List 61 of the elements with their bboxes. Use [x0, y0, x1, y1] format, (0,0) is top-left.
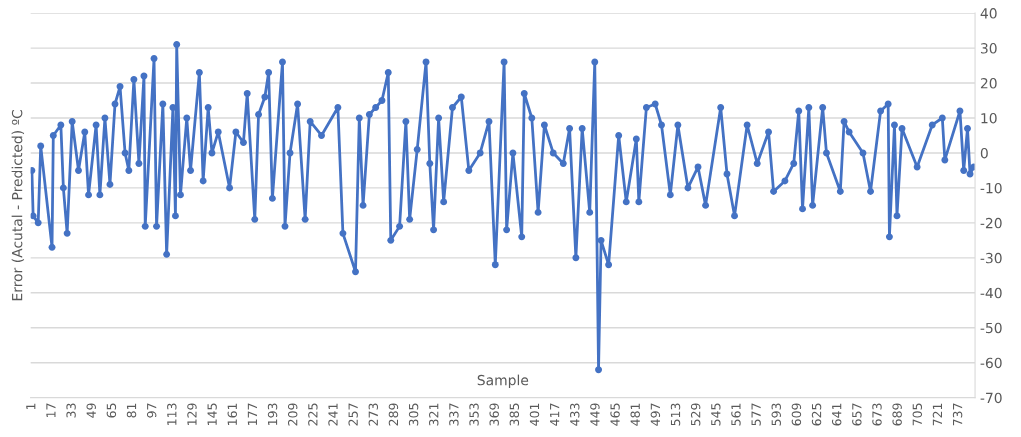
y-tick-label: -10 [980, 182, 1002, 194]
y-tick-label: -30 [980, 252, 1002, 264]
x-tick-label: 193 [267, 403, 278, 426]
x-tick-label: 721 [932, 403, 942, 426]
x-tick-label: 449 [590, 403, 600, 426]
x-tick-label: 97 [146, 403, 157, 418]
x-tick-label: 401 [529, 403, 540, 426]
x-tick-label: 161 [227, 403, 237, 426]
x-tick-label: 705 [912, 403, 923, 426]
x-tick-label: 209 [287, 403, 298, 426]
x-tick-label: 1 [26, 403, 36, 410]
x-tick-label: 545 [711, 403, 721, 426]
y-tick-label: -20 [980, 217, 1002, 229]
y-tick-label: 30 [980, 43, 997, 54]
y-tick-label: 20 [980, 78, 997, 89]
y-tick-label: 0 [980, 147, 988, 159]
x-tick-label: 657 [852, 403, 862, 426]
x-tick-label: 257 [348, 403, 358, 426]
y-axis-title: Error (Acutal - Predicted) ºC [11, 109, 25, 301]
x-tick-label: 481 [630, 403, 640, 426]
x-tick-label: 177 [247, 403, 257, 426]
x-tick-label: 529 [690, 403, 701, 426]
x-tick-label: 385 [509, 403, 520, 426]
x-tick-label: 65 [106, 403, 117, 418]
x-tick-label: 321 [429, 403, 439, 426]
x-tick-label: 689 [892, 403, 902, 426]
x-tick-label: 241 [328, 403, 338, 426]
y-tick-label: -70 [980, 392, 1002, 404]
x-tick-label: 577 [751, 403, 761, 426]
y-tick-label: 10 [981, 112, 997, 124]
x-tick-label: 305 [408, 403, 419, 426]
x-tick-label: 417 [550, 403, 560, 426]
x-tick-label: 145 [207, 403, 217, 426]
x-tick-label: 593 [771, 403, 781, 426]
x-tick-label: 33 [66, 403, 76, 418]
x-tick-label: 561 [731, 403, 741, 426]
x-tick-label: 129 [187, 403, 197, 426]
x-tick-label: 17 [46, 403, 56, 418]
y-tick-label: -60 [980, 357, 1002, 369]
x-tick-label: 369 [489, 403, 499, 426]
x-tick-label: 289 [388, 403, 399, 426]
x-tick-label: 497 [650, 403, 661, 426]
x-tick-label: 353 [469, 403, 479, 426]
y-tick-label: 40 [980, 8, 997, 19]
x-tick-label: 337 [449, 403, 459, 426]
x-tick-label: 433 [570, 403, 580, 426]
x-tick-label: 225 [308, 403, 318, 426]
x-tick-label: 625 [811, 403, 822, 426]
x-tick-label: 49 [86, 403, 96, 418]
x-axis-title: Sample [477, 374, 529, 389]
x-tick-label: 113 [167, 403, 177, 426]
x-tick-label: 465 [610, 403, 620, 426]
x-tick-label: 673 [872, 403, 882, 426]
x-tick-label: 81 [126, 403, 137, 418]
x-tick-label: 609 [791, 403, 802, 426]
x-tick-label: 737 [952, 403, 963, 426]
x-tick-label: 513 [670, 403, 681, 426]
x-tick-label: 273 [368, 403, 379, 426]
y-tick-label: -40 [980, 287, 1002, 299]
y-tick-label: -50 [980, 322, 1002, 334]
x-tick-label: 641 [831, 403, 842, 426]
